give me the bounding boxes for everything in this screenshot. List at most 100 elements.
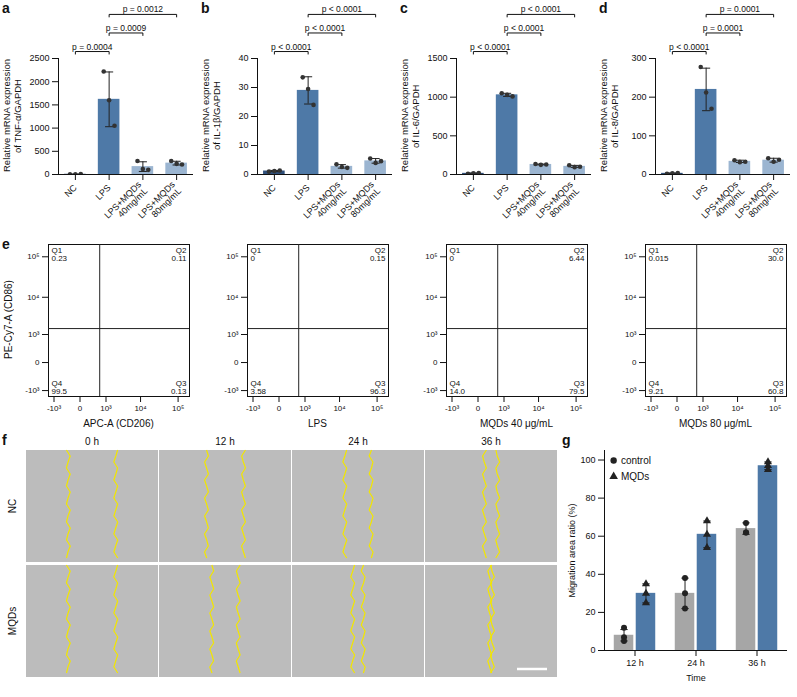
- svg-text:p < 0.0001: p < 0.0001: [470, 42, 511, 52]
- svg-text:MQDs: MQDs: [7, 607, 18, 635]
- svg-text:10⁴: 10⁴: [731, 404, 744, 413]
- svg-text:NC: NC: [63, 182, 80, 199]
- svg-text:MQDs: MQDs: [621, 471, 649, 482]
- svg-text:10³: 10³: [426, 330, 438, 339]
- svg-text:LPS: LPS: [93, 183, 112, 202]
- svg-text:p < 0.0001: p < 0.0001: [271, 42, 312, 52]
- svg-text:Q30.13: Q30.13: [171, 379, 187, 396]
- svg-text:p < 0.0001: p < 0.0001: [322, 4, 363, 14]
- svg-text:36 h: 36 h: [748, 658, 766, 668]
- svg-text:Q360.8: Q360.8: [768, 379, 784, 396]
- svg-text:10⁴: 10⁴: [333, 404, 346, 413]
- svg-text:Q43.58: Q43.58: [251, 379, 267, 396]
- svg-text:40: 40: [585, 569, 595, 579]
- svg-text:1500: 1500: [29, 100, 49, 110]
- svg-text:p = 0.0012: p = 0.0012: [123, 4, 164, 14]
- svg-text:0: 0: [641, 169, 646, 179]
- svg-text:24 h: 24 h: [348, 436, 367, 447]
- svg-text:80: 80: [585, 493, 595, 503]
- svg-text:LPS+MQDs80mg/mL: LPS+MQDs80mg/mL: [335, 179, 383, 227]
- svg-text:Q10: Q10: [251, 246, 262, 263]
- svg-text:200: 200: [631, 92, 646, 102]
- svg-text:p = 0.0001: p = 0.0001: [703, 23, 744, 33]
- svg-text:20: 20: [238, 111, 248, 121]
- svg-text:0: 0: [442, 169, 447, 179]
- svg-text:NC: NC: [461, 182, 478, 199]
- svg-text:-10³: -10³: [622, 386, 637, 395]
- svg-text:-10³: -10³: [445, 404, 460, 413]
- svg-text:p = 0.0001: p = 0.0001: [720, 4, 761, 14]
- svg-text:NC: NC: [262, 182, 279, 199]
- svg-text:LPS: LPS: [491, 183, 510, 202]
- svg-text:40: 40: [238, 53, 248, 63]
- svg-text:10³: 10³: [625, 330, 637, 339]
- svg-text:100: 100: [580, 455, 595, 465]
- svg-text:36 h: 36 h: [481, 436, 500, 447]
- svg-text:1000: 1000: [427, 92, 447, 102]
- svg-text:LPS: LPS: [292, 183, 311, 202]
- svg-text:NC: NC: [660, 182, 677, 199]
- svg-text:LPS: LPS: [690, 183, 709, 202]
- svg-text:p < 0.0001: p < 0.0001: [669, 42, 710, 52]
- svg-text:Q10: Q10: [450, 246, 461, 263]
- svg-text:Q26.44: Q26.44: [569, 246, 585, 263]
- svg-text:Q499.5: Q499.5: [52, 379, 68, 396]
- svg-text:Time: Time: [686, 673, 706, 683]
- svg-text:0: 0: [35, 358, 40, 367]
- svg-text:f: f: [2, 432, 7, 448]
- svg-text:0: 0: [632, 358, 637, 367]
- svg-text:12 h: 12 h: [626, 658, 644, 668]
- svg-text:10⁵: 10⁵: [769, 404, 781, 413]
- svg-text:10⁴: 10⁴: [624, 293, 637, 302]
- svg-text:-10³: -10³: [25, 386, 40, 395]
- svg-text:10⁵: 10⁵: [226, 252, 238, 261]
- svg-text:Q396.3: Q396.3: [370, 379, 386, 396]
- svg-text:10³: 10³: [697, 404, 709, 413]
- svg-text:10⁵: 10⁵: [425, 252, 437, 261]
- svg-text:2500: 2500: [29, 53, 49, 63]
- svg-text:10: 10: [238, 140, 248, 150]
- svg-text:10³: 10³: [100, 404, 112, 413]
- svg-text:p < 0.0001: p < 0.0001: [305, 23, 346, 33]
- svg-text:0: 0: [675, 404, 680, 413]
- svg-text:-10³: -10³: [423, 386, 438, 395]
- svg-text:10⁴: 10⁴: [134, 404, 147, 413]
- svg-text:Q414.0: Q414.0: [450, 379, 466, 396]
- svg-text:60: 60: [585, 531, 595, 541]
- svg-text:p = 0.0009: p = 0.0009: [106, 23, 147, 33]
- svg-text:10⁴: 10⁴: [27, 293, 40, 302]
- svg-text:10⁴: 10⁴: [226, 293, 239, 302]
- svg-text:2000: 2000: [29, 77, 49, 87]
- svg-text:12 h: 12 h: [215, 436, 234, 447]
- svg-text:10⁵: 10⁵: [172, 404, 184, 413]
- svg-text:p < 0.0001: p < 0.0001: [521, 4, 562, 14]
- svg-text:24 h: 24 h: [687, 658, 705, 668]
- svg-text:NC: NC: [7, 499, 18, 513]
- svg-text:control: control: [621, 455, 651, 466]
- svg-text:Q379.5: Q379.5: [569, 379, 585, 396]
- svg-text:1500: 1500: [427, 53, 447, 63]
- svg-text:10³: 10³: [299, 404, 311, 413]
- svg-text:10⁵: 10⁵: [624, 252, 636, 261]
- svg-text:Q20.11: Q20.11: [172, 246, 188, 263]
- svg-text:LPS+MQDs80mg/mL: LPS+MQDs80mg/mL: [534, 179, 582, 227]
- svg-text:Q20.15: Q20.15: [370, 246, 386, 263]
- svg-text:10³: 10³: [28, 330, 40, 339]
- svg-text:10⁵: 10⁵: [371, 404, 383, 413]
- svg-text:Q49.21: Q49.21: [649, 379, 665, 396]
- svg-text:10³: 10³: [227, 330, 239, 339]
- svg-text:10⁵: 10⁵: [570, 404, 582, 413]
- svg-text:0: 0: [433, 358, 438, 367]
- svg-text:p < 0.0001: p < 0.0001: [504, 23, 545, 33]
- svg-text:300: 300: [631, 53, 646, 63]
- svg-text:10⁴: 10⁴: [532, 404, 545, 413]
- svg-text:10⁴: 10⁴: [425, 293, 438, 302]
- svg-text:Q10.23: Q10.23: [52, 246, 68, 263]
- svg-text:10⁵: 10⁵: [27, 252, 39, 261]
- svg-text:0 h: 0 h: [85, 436, 99, 447]
- svg-text:0: 0: [234, 358, 239, 367]
- svg-text:Q10.015: Q10.015: [649, 246, 670, 263]
- svg-text:20: 20: [585, 607, 595, 617]
- svg-text:1000: 1000: [29, 123, 49, 133]
- svg-text:0: 0: [44, 169, 49, 179]
